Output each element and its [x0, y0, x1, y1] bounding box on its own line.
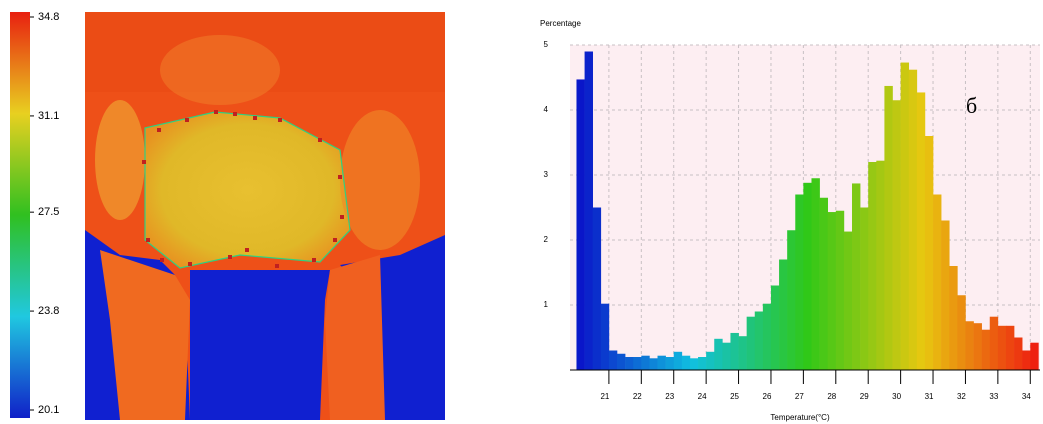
bar — [843, 231, 853, 370]
y-tick-label: 4 — [544, 105, 549, 114]
x-tick-label: 22 — [633, 392, 642, 401]
x-axis-label: Temperature(°C) — [770, 413, 830, 422]
y-tick-label: 2 — [544, 235, 549, 244]
bar — [779, 259, 788, 370]
bar — [787, 230, 796, 370]
bar — [633, 357, 642, 370]
x-tick-label: 27 — [795, 392, 804, 401]
bar — [746, 316, 756, 370]
bar — [617, 353, 626, 370]
x-tick-label: 34 — [1022, 392, 1031, 401]
bar — [649, 358, 658, 370]
bar — [852, 183, 861, 370]
bar — [730, 332, 739, 370]
bar — [1030, 342, 1039, 370]
bar — [949, 266, 958, 370]
y-tick-label: 1 — [544, 300, 549, 309]
colorbar-tick-label: 34.8 — [38, 11, 59, 23]
x-tick-label: 21 — [600, 392, 609, 401]
bar — [811, 178, 820, 370]
bar — [657, 355, 666, 370]
annotation: б — [966, 93, 977, 118]
bar — [973, 323, 982, 370]
bar — [924, 136, 934, 370]
x-tick-label: 28 — [827, 392, 836, 401]
bar — [965, 321, 974, 370]
bar — [592, 207, 602, 370]
thermal-image — [85, 12, 445, 420]
y-tick-label: 5 — [544, 40, 549, 49]
bar — [860, 207, 869, 370]
colorbar: 34.8 31.1 27.5 23.8 20.1 — [10, 11, 59, 418]
bar — [584, 51, 593, 370]
bar — [641, 355, 650, 370]
bar — [698, 357, 707, 370]
x-tick-label: 31 — [925, 392, 934, 401]
bar — [1005, 325, 1015, 370]
bar — [706, 351, 715, 370]
x-tick-label: 29 — [860, 392, 869, 401]
bar — [989, 316, 999, 370]
x-tick-label: 32 — [957, 392, 966, 401]
bar — [714, 338, 723, 370]
bar — [1022, 350, 1031, 370]
bar — [608, 350, 618, 370]
x-tick-label: 24 — [698, 392, 707, 401]
bar — [908, 69, 918, 370]
x-tick-label: 23 — [665, 392, 674, 401]
colorbar-scale — [10, 12, 30, 418]
bar — [600, 303, 610, 370]
y-tick-label: 3 — [544, 170, 549, 179]
colorbar-tick-label: 23.8 — [38, 305, 59, 317]
bar — [941, 220, 950, 370]
bar — [762, 303, 772, 370]
bar — [722, 342, 731, 370]
bar — [576, 79, 585, 370]
bar — [835, 210, 845, 370]
bar — [1014, 337, 1023, 370]
bar — [770, 285, 780, 370]
bar — [981, 329, 991, 370]
colorbar-tick-label: 20.1 — [38, 404, 59, 416]
x-tick-label: 33 — [989, 392, 998, 401]
x-tick-label: 30 — [892, 392, 901, 401]
bar — [673, 351, 683, 370]
colorbar-tick-label: 27.5 — [38, 206, 59, 218]
bar — [681, 355, 691, 370]
bar — [665, 357, 675, 370]
bar — [689, 358, 699, 370]
bar — [892, 100, 901, 370]
colorbar-tick-label: 31.1 — [38, 110, 59, 122]
bar — [738, 336, 747, 370]
bar — [754, 311, 764, 370]
bar — [819, 197, 828, 370]
bar — [884, 85, 893, 370]
bar — [933, 194, 942, 370]
bar — [876, 160, 885, 370]
bar — [957, 295, 966, 370]
x-tick-label: 26 — [763, 392, 772, 401]
bar — [868, 162, 877, 370]
chart-title: Percentage — [540, 19, 581, 28]
x-tick-label: 25 — [730, 392, 739, 401]
bar — [997, 325, 1007, 370]
bar — [803, 182, 812, 370]
bar — [795, 194, 804, 370]
bar — [827, 212, 837, 370]
bar — [625, 357, 634, 370]
bar — [916, 92, 926, 370]
bar — [900, 62, 910, 371]
